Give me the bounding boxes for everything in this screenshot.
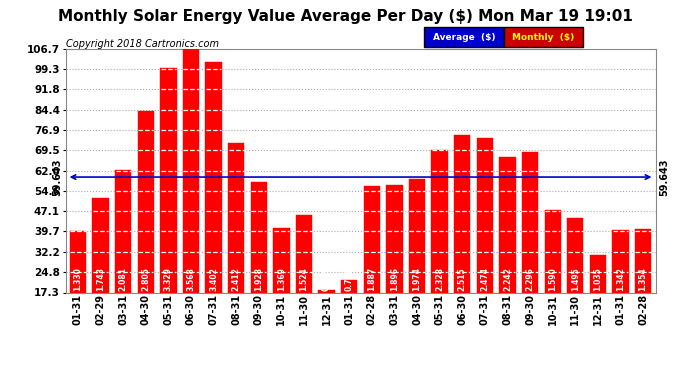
Text: 2.474: 2.474 <box>480 267 489 291</box>
Bar <box>160 68 177 292</box>
Bar <box>183 49 199 292</box>
Text: 1.524: 1.524 <box>299 267 308 291</box>
Bar <box>115 170 131 292</box>
Text: 59.643: 59.643 <box>52 158 62 196</box>
Text: 1.590: 1.590 <box>548 267 557 291</box>
Bar <box>228 143 244 292</box>
Bar <box>477 138 493 292</box>
Text: 59.643: 59.643 <box>659 158 669 196</box>
Bar <box>319 290 335 292</box>
Bar <box>454 135 471 292</box>
Bar <box>522 153 538 292</box>
Text: 2.412: 2.412 <box>232 267 241 291</box>
Bar <box>138 111 154 292</box>
Text: Monthly  ($): Monthly ($) <box>512 33 575 42</box>
Text: 1.928: 1.928 <box>255 267 264 291</box>
Text: 3.568: 3.568 <box>186 267 195 291</box>
Bar <box>92 198 109 292</box>
Bar <box>341 280 357 292</box>
Text: 0.736: 0.736 <box>345 267 354 291</box>
Text: 3.329: 3.329 <box>164 267 173 291</box>
Text: 1.974: 1.974 <box>413 267 422 291</box>
Text: 1.495: 1.495 <box>571 267 580 291</box>
Bar <box>250 183 267 292</box>
Text: 1.330: 1.330 <box>73 267 83 291</box>
Text: 1.743: 1.743 <box>96 267 105 291</box>
Text: 1.354: 1.354 <box>638 267 648 291</box>
Text: 2.296: 2.296 <box>526 267 535 291</box>
Text: 1.887: 1.887 <box>367 267 376 291</box>
Text: Average  ($): Average ($) <box>433 33 495 42</box>
Bar <box>364 186 380 292</box>
Bar <box>273 228 290 292</box>
Text: Monthly Solar Energy Value Average Per Day ($) Mon Mar 19 19:01: Monthly Solar Energy Value Average Per D… <box>57 9 633 24</box>
Text: 1.342: 1.342 <box>616 267 625 291</box>
Bar <box>206 62 221 292</box>
Bar <box>544 210 561 292</box>
Text: 1.369: 1.369 <box>277 267 286 291</box>
Text: 2.081: 2.081 <box>119 267 128 291</box>
Text: 1.896: 1.896 <box>390 267 399 291</box>
Text: 2.805: 2.805 <box>141 267 150 291</box>
Bar <box>612 230 629 292</box>
Bar <box>409 179 425 292</box>
Text: 2.515: 2.515 <box>457 267 466 291</box>
Bar <box>296 215 312 292</box>
Bar <box>431 150 448 292</box>
Text: 2.328: 2.328 <box>435 267 444 291</box>
Bar <box>386 185 402 292</box>
Text: Copyright 2018 Cartronics.com: Copyright 2018 Cartronics.com <box>66 39 219 50</box>
Text: 1.035: 1.035 <box>593 267 602 291</box>
Bar <box>500 157 515 292</box>
Text: 2.242: 2.242 <box>503 267 512 291</box>
Bar <box>70 231 86 292</box>
Bar <box>590 255 606 292</box>
Text: 3.402: 3.402 <box>209 267 218 291</box>
Text: 0.615: 0.615 <box>322 267 331 291</box>
Bar <box>635 229 651 292</box>
Bar <box>567 218 584 292</box>
